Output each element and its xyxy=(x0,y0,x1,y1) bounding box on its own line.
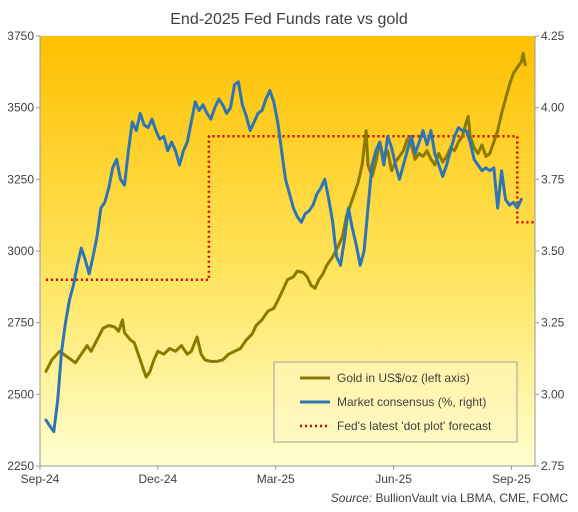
left-tick-label: 3500 xyxy=(7,101,34,115)
right-tick-label: 4.25 xyxy=(541,29,565,43)
x-axis-ticks: Sep-24 Dec-24 Mar-25 Jun-25 Sep-25 xyxy=(21,466,531,486)
right-tick-label: 3.75 xyxy=(541,172,565,186)
source-text: BullionVault via LBMA, CME, FOMC xyxy=(376,491,569,505)
source-line: Source: BullionVault via LBMA, CME, FOMC xyxy=(331,491,569,505)
legend: Gold in US$/oz (left axis) Market consen… xyxy=(273,361,518,443)
right-tick-label: 3.00 xyxy=(541,387,565,401)
left-tick-label: 3250 xyxy=(7,172,34,186)
right-tick-label: 2.75 xyxy=(541,459,565,473)
x-tick-label: Sep-25 xyxy=(492,472,531,486)
right-axis-ticks: 2.75 3.00 3.25 3.50 3.75 4.00 4.25 xyxy=(535,29,565,473)
source-label: Source: xyxy=(331,491,372,505)
x-tick-label: Mar-25 xyxy=(257,472,295,486)
series-layer xyxy=(44,51,535,434)
legend-gold-label: Gold in US$/oz (left axis) xyxy=(337,371,470,385)
left-tick-label: 2250 xyxy=(7,459,34,473)
right-tick-label: 3.25 xyxy=(541,316,565,330)
x-tick-label: Dec-24 xyxy=(139,472,178,486)
left-tick-label: 3750 xyxy=(7,29,34,43)
left-tick-label: 3000 xyxy=(7,244,34,258)
right-tick-label: 3.50 xyxy=(541,244,565,258)
chart-title: End-2025 Fed Funds rate vs gold xyxy=(170,11,407,28)
x-tick-label: Sep-24 xyxy=(21,472,60,486)
left-tick-label: 2500 xyxy=(7,387,34,401)
right-tick-label: 4.00 xyxy=(541,101,565,115)
x-tick-label: Jun-25 xyxy=(375,472,412,486)
market-consensus-line xyxy=(44,80,523,434)
left-tick-label: 2750 xyxy=(7,316,34,330)
dot-plot-forecast-line xyxy=(45,135,535,281)
left-axis-ticks: 2250 2500 2750 3000 3250 3500 3750 xyxy=(7,29,40,473)
legend-dotplot-label: Fed's latest 'dot plot' forecast xyxy=(337,419,492,433)
legend-market-label: Market consensus (%, right) xyxy=(337,395,486,409)
